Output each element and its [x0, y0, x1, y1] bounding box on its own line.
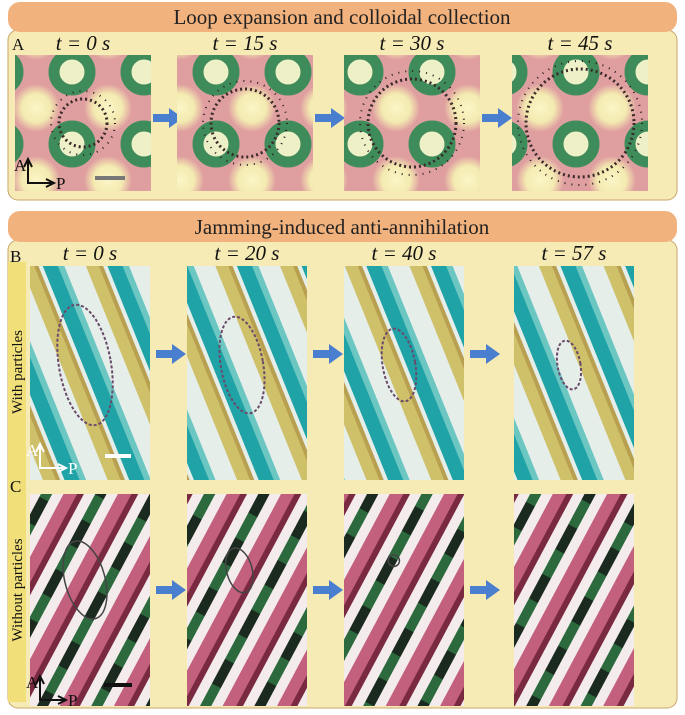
- defect-loop: [380, 327, 418, 403]
- arrow: [156, 580, 186, 600]
- micrograph: [15, 55, 151, 191]
- scale-bar: [104, 683, 132, 687]
- defect-loop: [524, 67, 636, 179]
- particles: [202, 80, 288, 166]
- axes-icon: [35, 673, 69, 705]
- time-label: t = 57 s: [542, 241, 607, 265]
- axes-icon: [39, 446, 64, 469]
- axes-icon: [23, 156, 57, 188]
- arrow: [156, 344, 186, 364]
- arrow: [470, 580, 500, 600]
- defect-loop: [57, 97, 109, 149]
- time-label: t = 0 s: [56, 31, 110, 55]
- time-label: t = 30 s: [380, 31, 445, 55]
- defect-loop: [387, 554, 401, 568]
- scale-bar: [105, 454, 131, 458]
- panel-letter: C: [10, 477, 21, 496]
- micrograph: [187, 494, 307, 706]
- banner: [8, 211, 677, 242]
- particles: [50, 90, 116, 156]
- defect-loop: [555, 339, 583, 391]
- arrow: [470, 344, 500, 364]
- banner: [8, 2, 677, 32]
- micrograph: [344, 494, 464, 706]
- side-strip: [8, 262, 26, 702]
- axis-label: A: [14, 156, 27, 175]
- defect-loop: [218, 315, 266, 415]
- axis-label: P: [68, 691, 77, 710]
- banner-title: Loop expansion and colloidal collection: [173, 5, 511, 29]
- micrograph: [512, 55, 648, 191]
- defect-loop: [209, 87, 281, 159]
- arrow: [313, 580, 343, 600]
- banner-title: Jamming-induced anti-annihilation: [195, 215, 490, 239]
- micrograph: [187, 266, 307, 480]
- defect-loop: [366, 77, 458, 169]
- scale-bar: [95, 176, 125, 180]
- defect-loop: [62, 540, 108, 620]
- axes-icon: [27, 161, 52, 184]
- micrograph: [344, 266, 464, 480]
- row-label: With particles: [10, 330, 26, 414]
- particles: [517, 60, 643, 186]
- axes-icon: [35, 441, 69, 473]
- arrow: [315, 108, 345, 128]
- micrograph: [30, 494, 150, 706]
- axis-label: P: [68, 459, 77, 478]
- defect-loop: [56, 303, 114, 427]
- axis-label: A: [26, 441, 39, 460]
- time-label: t = 45 s: [548, 31, 613, 55]
- time-label: t = 20 s: [215, 241, 280, 265]
- axes-icon: [39, 678, 64, 701]
- panel-letter: B: [10, 247, 21, 266]
- micrograph: [177, 55, 313, 191]
- micrograph: [344, 55, 480, 191]
- time-label: t = 40 s: [372, 241, 437, 265]
- micrograph: [30, 266, 150, 480]
- panel-letter: A: [12, 35, 25, 54]
- time-label: t = 0 s: [63, 241, 117, 265]
- arrow: [153, 108, 183, 128]
- arrow: [482, 108, 512, 128]
- time-label: t = 15 s: [213, 31, 278, 55]
- axis-label: P: [56, 174, 65, 193]
- micrograph: [514, 494, 634, 706]
- row-label: Without particles: [10, 538, 26, 641]
- micrograph: [514, 266, 634, 480]
- particles: [359, 70, 465, 176]
- axis-label: A: [26, 673, 39, 692]
- arrow: [313, 344, 343, 364]
- defect-loop: [224, 547, 254, 594]
